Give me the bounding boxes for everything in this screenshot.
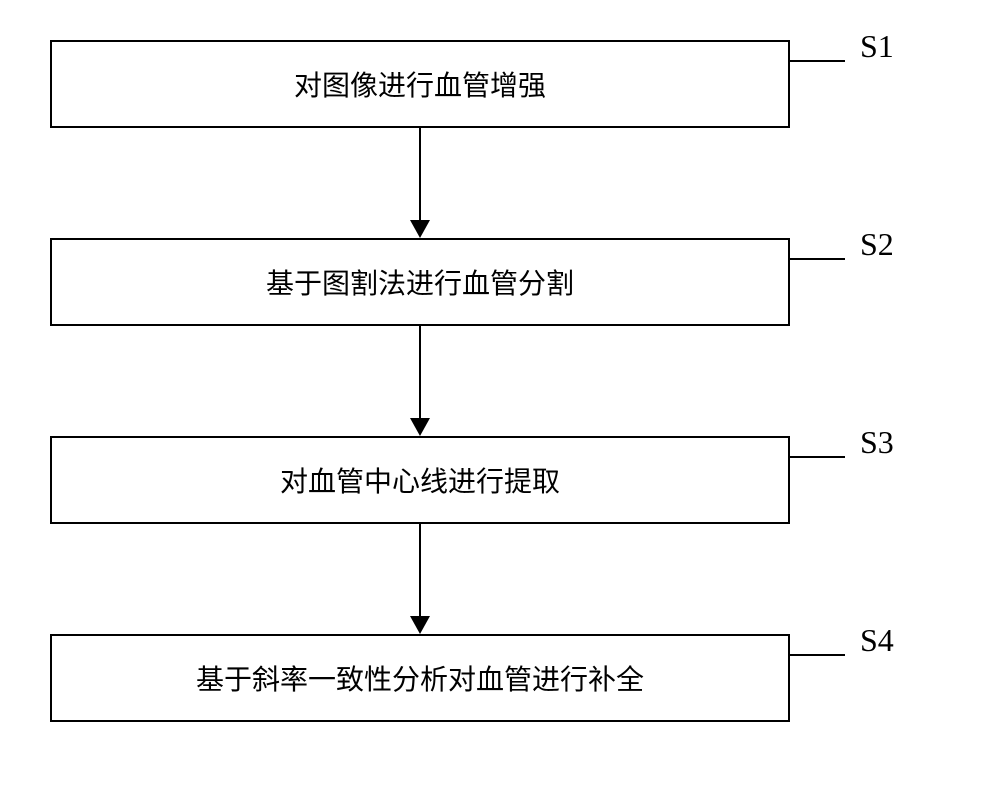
step-label-s4: S4: [860, 622, 894, 659]
step-text-s1: 对图像进行血管增强: [294, 64, 546, 104]
step-label-s2: S2: [860, 226, 894, 263]
step-text-s3: 对血管中心线进行提取: [280, 460, 560, 500]
connector-s4: [790, 654, 845, 656]
arrow-line-1: [419, 128, 421, 220]
arrow-head-3: [410, 616, 430, 634]
connector-s1: [790, 60, 845, 62]
step-box-s2: 基于图割法进行血管分割: [50, 238, 790, 326]
connector-s2: [790, 258, 845, 260]
step-label-s3: S3: [860, 424, 894, 461]
arrow-head-1: [410, 220, 430, 238]
step-box-s1: 对图像进行血管增强: [50, 40, 790, 128]
connector-s3: [790, 456, 845, 458]
step-box-s4: 基于斜率一致性分析对血管进行补全: [50, 634, 790, 722]
step-text-s4: 基于斜率一致性分析对血管进行补全: [196, 658, 644, 698]
arrow-head-2: [410, 418, 430, 436]
step-label-s1: S1: [860, 28, 894, 65]
step-text-s2: 基于图割法进行血管分割: [266, 262, 574, 302]
arrow-line-2: [419, 326, 421, 418]
step-box-s3: 对血管中心线进行提取: [50, 436, 790, 524]
arrow-line-3: [419, 524, 421, 616]
